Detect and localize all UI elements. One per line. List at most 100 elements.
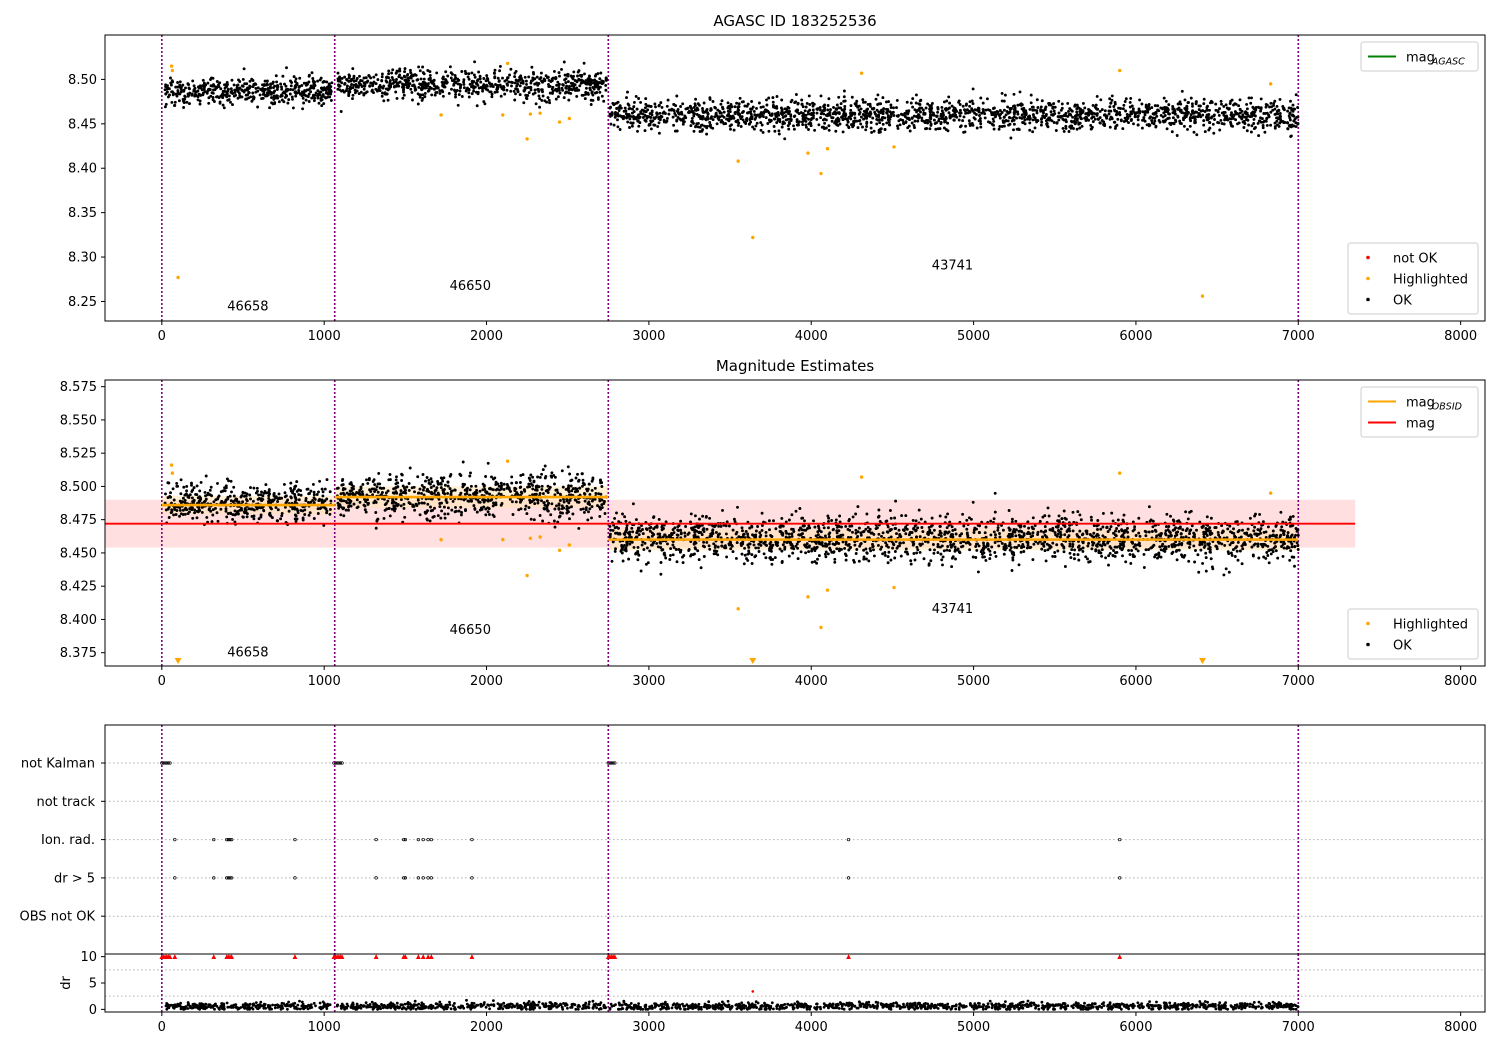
ok-point	[466, 86, 469, 90]
ok-point	[468, 474, 472, 478]
ok-point	[280, 85, 283, 89]
ok-point	[1066, 114, 1070, 118]
ok-point	[889, 111, 893, 115]
ok-point	[1147, 530, 1151, 534]
ok-point	[748, 110, 752, 114]
ok-point	[865, 115, 869, 118]
ok-point	[1190, 102, 1194, 106]
ok-point	[1147, 103, 1151, 106]
ok-point	[446, 74, 450, 78]
ok-point	[311, 498, 315, 502]
ok-point	[351, 67, 355, 71]
ok-point	[366, 501, 370, 505]
ok-point	[289, 489, 293, 493]
ok-point	[236, 83, 240, 87]
ok-point	[227, 98, 231, 102]
ok-point	[789, 114, 793, 118]
ok-point	[441, 479, 445, 483]
ok-point	[577, 526, 581, 530]
ok-point	[1124, 97, 1128, 101]
ok-point	[888, 123, 892, 127]
ok-point	[553, 475, 557, 479]
ok-point	[996, 110, 1000, 114]
ok-point	[777, 132, 781, 136]
ok-point	[398, 69, 402, 73]
ok-point	[775, 95, 779, 98]
ok-point	[1142, 116, 1146, 120]
highlighted-point	[557, 120, 562, 124]
ok-point	[501, 76, 504, 80]
ok-point	[315, 493, 319, 496]
ok-point	[1140, 102, 1144, 106]
ok-point	[407, 79, 411, 82]
ok-point	[584, 92, 588, 96]
ok-point	[408, 466, 412, 470]
ok-point	[990, 111, 993, 115]
ok-point	[819, 108, 822, 112]
ok-point	[513, 81, 517, 85]
ok-point	[454, 92, 458, 96]
ok-point	[531, 475, 535, 479]
ok-point	[417, 491, 421, 495]
ok-point	[1176, 114, 1180, 118]
ok-point	[557, 507, 561, 511]
ok-point	[245, 82, 249, 86]
ok-point	[653, 123, 657, 127]
ok-point	[264, 483, 268, 487]
ok-point	[266, 491, 270, 495]
ok-point	[289, 496, 293, 500]
ok-point	[1028, 117, 1032, 121]
ok-point	[1001, 119, 1005, 123]
ok-point	[457, 93, 461, 97]
ok-point	[1121, 127, 1125, 131]
ok-point	[322, 86, 326, 90]
ok-point	[981, 101, 985, 105]
ok-point	[233, 498, 237, 502]
ok-point	[1272, 101, 1276, 105]
ok-point	[1182, 118, 1185, 122]
ok-point	[979, 125, 983, 129]
ok-point	[240, 494, 244, 498]
ok-point	[649, 127, 653, 131]
ok-point	[1067, 109, 1070, 113]
ok-point	[1253, 525, 1257, 529]
ok-point	[351, 93, 355, 97]
ok-point	[850, 114, 854, 117]
ok-point	[366, 498, 369, 502]
ok-point	[660, 105, 664, 109]
ok-point	[690, 119, 694, 123]
ok-point	[615, 113, 619, 117]
ok-point	[578, 73, 582, 77]
ok-point	[402, 88, 405, 92]
ok-point	[970, 121, 974, 125]
ok-point	[393, 504, 397, 508]
ok-point	[454, 76, 458, 80]
ok-point	[496, 85, 500, 89]
ok-point	[272, 90, 276, 94]
ok-point	[1245, 107, 1249, 111]
ok-point	[393, 507, 397, 511]
legend-label: mag	[1406, 51, 1435, 66]
ok-point	[531, 487, 535, 491]
ok-point	[1129, 110, 1133, 114]
ok-point	[1133, 113, 1137, 117]
ok-point	[610, 111, 614, 115]
ok-point	[883, 127, 887, 131]
ok-point	[546, 509, 550, 513]
ok-point	[522, 101, 526, 105]
ok-point	[778, 529, 782, 533]
ok-point	[524, 504, 528, 508]
ok-point	[1296, 115, 1300, 119]
ok-point	[576, 489, 580, 493]
ok-point	[558, 91, 562, 95]
ok-point	[307, 88, 311, 92]
ok-point	[1245, 111, 1249, 115]
ok-point	[588, 74, 591, 78]
ok-point	[380, 79, 384, 83]
ok-point	[275, 80, 279, 84]
ok-point	[788, 122, 792, 125]
ok-point	[374, 82, 378, 86]
ok-point	[466, 75, 470, 79]
ok-point	[450, 508, 454, 512]
ok-point	[497, 79, 501, 83]
